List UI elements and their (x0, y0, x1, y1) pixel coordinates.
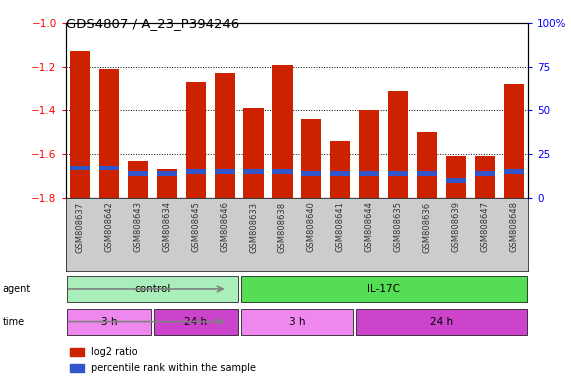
FancyBboxPatch shape (240, 309, 353, 334)
FancyBboxPatch shape (154, 309, 238, 334)
FancyBboxPatch shape (67, 276, 238, 302)
Bar (99, 166, 119, 170)
Text: time: time (3, 316, 25, 327)
Text: GSM808635: GSM808635 (393, 202, 403, 252)
Bar (359, 171, 379, 176)
Bar (417, 132, 437, 198)
Bar (215, 169, 235, 174)
Bar (388, 171, 408, 176)
Bar (70, 348, 84, 356)
FancyBboxPatch shape (240, 276, 526, 302)
Text: GSM808642: GSM808642 (104, 202, 114, 252)
Text: 24 h: 24 h (184, 316, 207, 327)
Bar (272, 169, 292, 174)
Bar (243, 108, 264, 198)
Bar (446, 178, 466, 183)
Bar (359, 111, 379, 198)
Bar (156, 171, 177, 176)
Text: GSM808636: GSM808636 (423, 202, 432, 253)
Bar (388, 91, 408, 198)
Text: GSM808639: GSM808639 (452, 202, 460, 252)
Bar (128, 161, 148, 198)
Text: 3 h: 3 h (289, 316, 305, 327)
Text: GSM808648: GSM808648 (509, 202, 518, 252)
Bar (301, 171, 321, 176)
Text: control: control (134, 284, 171, 294)
Bar (330, 141, 351, 198)
Bar (128, 171, 148, 176)
Text: GSM808637: GSM808637 (75, 202, 85, 253)
Text: GSM808645: GSM808645 (191, 202, 200, 252)
Text: IL-17C: IL-17C (367, 284, 400, 294)
Text: GSM808640: GSM808640 (307, 202, 316, 252)
Text: GDS4807 / A_23_P394246: GDS4807 / A_23_P394246 (66, 17, 239, 30)
Bar (243, 169, 264, 174)
Text: 24 h: 24 h (430, 316, 453, 327)
Bar (272, 65, 292, 198)
Bar (70, 166, 90, 170)
Bar (186, 82, 206, 198)
Bar (504, 84, 524, 198)
Text: GSM808638: GSM808638 (278, 202, 287, 253)
Text: GSM808644: GSM808644 (365, 202, 373, 252)
Text: GSM808643: GSM808643 (134, 202, 142, 252)
Bar (156, 169, 177, 198)
Bar (475, 156, 495, 198)
Bar (330, 171, 351, 176)
Text: GSM808647: GSM808647 (480, 202, 489, 252)
Bar (301, 119, 321, 198)
Text: agent: agent (3, 284, 31, 294)
Text: percentile rank within the sample: percentile rank within the sample (91, 363, 256, 373)
Bar (215, 73, 235, 198)
Bar (70, 51, 90, 198)
Bar (504, 169, 524, 174)
FancyBboxPatch shape (356, 309, 526, 334)
Bar (70, 364, 84, 372)
Text: GSM808634: GSM808634 (162, 202, 171, 252)
Bar (446, 156, 466, 198)
Text: GSM808633: GSM808633 (249, 202, 258, 253)
Text: 3 h: 3 h (100, 316, 117, 327)
Text: log2 ratio: log2 ratio (91, 347, 138, 357)
Bar (186, 169, 206, 174)
Bar (99, 69, 119, 198)
Text: GSM808641: GSM808641 (336, 202, 345, 252)
FancyBboxPatch shape (67, 309, 151, 334)
Bar (475, 171, 495, 176)
Bar (417, 171, 437, 176)
Text: GSM808646: GSM808646 (220, 202, 229, 252)
